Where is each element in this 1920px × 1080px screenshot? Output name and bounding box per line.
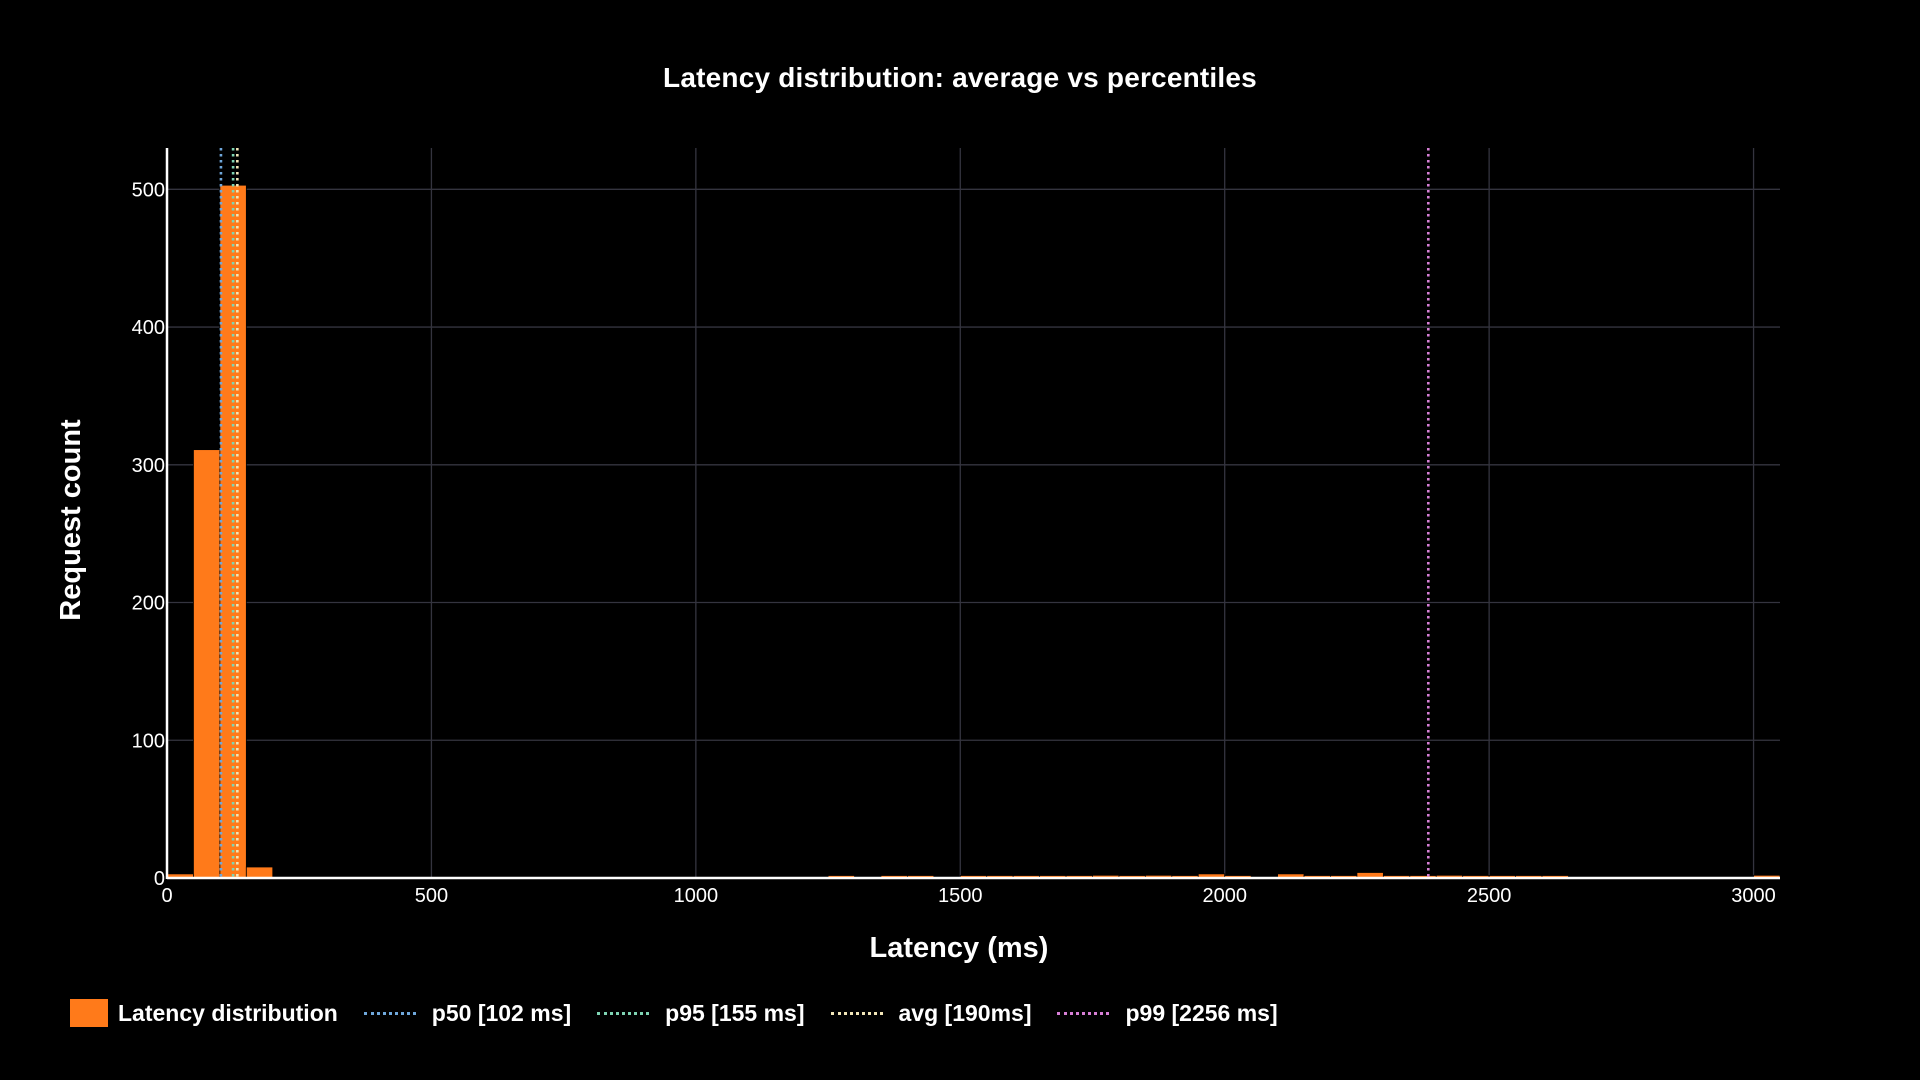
x-tick-label: 2500 bbox=[1467, 885, 1512, 907]
histogram-bar[interactable] bbox=[245, 866, 274, 879]
histogram-bar[interactable] bbox=[193, 449, 221, 879]
y-tick-label: 0 bbox=[154, 868, 165, 890]
y-tick-label: 400 bbox=[132, 317, 165, 339]
legend-label: p95 [155 ms] bbox=[665, 999, 805, 1026]
legend-line-p99 bbox=[1057, 1011, 1110, 1015]
x-axis-title: Latency (ms) bbox=[870, 932, 1049, 964]
y-tick-label: 200 bbox=[132, 593, 165, 615]
y-axis-title: Request count bbox=[55, 419, 87, 621]
chart-title: Latency distribution: average vs percent… bbox=[663, 62, 1257, 93]
x-tick-label: 3000 bbox=[1731, 885, 1776, 907]
legend-line-p50 bbox=[363, 1011, 416, 1015]
legend-label: avg [190ms] bbox=[898, 999, 1032, 1026]
legend-label: p50 [102 ms] bbox=[431, 999, 572, 1026]
x-tick-label: 1500 bbox=[938, 885, 983, 907]
x-tick-label: 2000 bbox=[1202, 885, 1247, 907]
x-tick-label: 0 bbox=[161, 885, 172, 907]
legend-line-avg bbox=[830, 1011, 883, 1015]
legend-item-latency-distribution[interactable]: Latency distribution bbox=[70, 999, 338, 1027]
tick-labels: 0 500 1000 1500 2000 2500 3000 0 100 200 300 400 500 bbox=[132, 179, 1776, 907]
legend-swatch bbox=[70, 999, 108, 1027]
histogram-bars bbox=[166, 184, 1781, 879]
legend-item-p95[interactable]: p95 [155 ms] bbox=[597, 999, 805, 1027]
x-tick-label: 1000 bbox=[674, 885, 719, 907]
legend-item-p50[interactable]: p50 [102 ms] bbox=[363, 999, 572, 1027]
y-tick-label: 300 bbox=[132, 455, 165, 477]
axes bbox=[165, 148, 1780, 880]
y-tick-label: 100 bbox=[132, 730, 165, 752]
legend-item-p99[interactable]: p99 [2256 ms] bbox=[1057, 999, 1278, 1027]
legend-line-p95 bbox=[597, 1011, 650, 1015]
legend: Latency distribution p50 [102 ms] p95 [1… bbox=[70, 997, 1304, 1029]
reference-lines bbox=[219, 148, 1430, 878]
legend-label: Latency distribution bbox=[118, 999, 338, 1026]
y-tick-label: 500 bbox=[132, 179, 165, 201]
legend-item-avg[interactable]: avg [190ms] bbox=[830, 999, 1032, 1027]
grid-lines bbox=[166, 148, 1780, 879]
legend-label: p99 [2256 ms] bbox=[1125, 999, 1278, 1026]
x-tick-label: 500 bbox=[415, 885, 448, 907]
